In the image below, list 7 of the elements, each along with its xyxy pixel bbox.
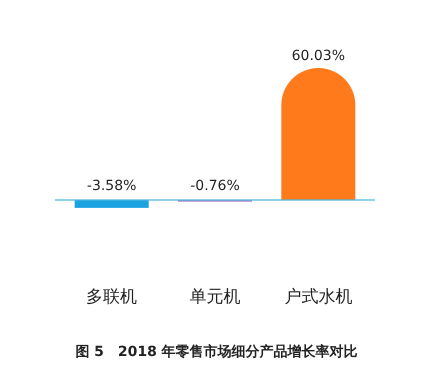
x-tick-label: 单元机 bbox=[190, 287, 240, 307]
data-label: -0.76% bbox=[190, 178, 240, 194]
data-label: -3.58% bbox=[86, 178, 136, 194]
data-label: 60.03% bbox=[292, 48, 346, 64]
x-tick-label: 户式水机 bbox=[284, 287, 352, 307]
x-tick-label: 多联机 bbox=[86, 287, 138, 307]
text: 图 5 2018 年零售市场细分产品增长率对比 bbox=[75, 343, 358, 360]
